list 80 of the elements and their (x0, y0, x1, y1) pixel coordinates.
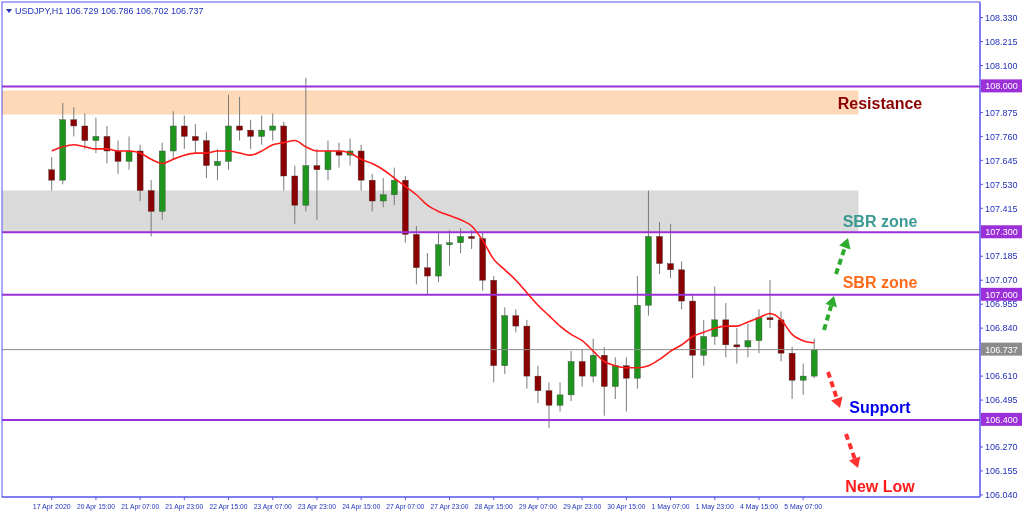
y-tick-label: 107.530 (985, 179, 1018, 190)
candlestick (269, 112, 276, 142)
y-tick-label: 107.070 (985, 275, 1018, 286)
ref-line-label: 106.400 (985, 414, 1018, 425)
chart-title: USDJPY,H1 106.729 106.786 106.702 106.737 (15, 6, 204, 16)
x-tick-label: 30 Apr 15:00 (607, 502, 653, 511)
candlestick (446, 229, 453, 267)
candlestick (700, 319, 707, 367)
y-tick-label: 106.610 (985, 371, 1018, 382)
x-tick-label: 22 Apr 15:00 (209, 502, 255, 511)
ref-line-label: 108.000 (985, 81, 1018, 92)
candlestick (368, 173, 376, 212)
candlestick (236, 96, 243, 142)
candlestick (181, 115, 188, 150)
x-tick-label: 21 Apr 23:00 (165, 502, 211, 511)
y-tick-label: 106.270 (985, 442, 1018, 453)
candlestick (799, 363, 807, 396)
y-tick-label: 107.415 (985, 203, 1018, 214)
ref-line-label: 106.737 (985, 344, 1018, 355)
y-tick-label: 107.185 (985, 251, 1018, 262)
candlestick (192, 123, 199, 154)
candlestick (48, 156, 55, 192)
candlestick (468, 229, 475, 250)
candlestick (313, 148, 321, 221)
x-tick-label: 5 May 07:00 (784, 502, 829, 511)
candlestick (755, 308, 763, 354)
candlestick (92, 117, 100, 154)
annotation: SBR zone (842, 273, 918, 291)
band-label: Resistance (837, 94, 923, 112)
x-tick-label: 29 Apr 23:00 (563, 502, 609, 511)
annotation: Support (849, 398, 912, 416)
y-tick-label: 106.495 (985, 395, 1018, 406)
candlestick (214, 148, 221, 181)
candlestick (114, 140, 122, 175)
y-tick-label: 106.955 (985, 299, 1018, 310)
x-tick-label: 27 Apr 07:00 (386, 502, 432, 511)
candlestick (70, 106, 78, 137)
candlestick (733, 327, 741, 365)
candlestick (335, 142, 343, 169)
y-tick-label: 107.645 (985, 155, 1018, 166)
y-tick-label: 108.330 (985, 12, 1018, 23)
candlestick (247, 119, 254, 150)
candlestick (744, 323, 752, 358)
y-tick-label: 108.100 (985, 60, 1018, 71)
y-tick-label: 106.040 (985, 490, 1018, 501)
candlestick (147, 179, 155, 237)
y-tick-label: 106.840 (985, 323, 1018, 334)
candlestick (125, 135, 133, 171)
x-tick-label: 27 Apr 23:00 (430, 502, 476, 511)
candlestick (711, 285, 718, 346)
text: New Low (845, 478, 916, 495)
candlestick (103, 125, 111, 164)
candlestick (766, 279, 774, 329)
candlestick (324, 140, 332, 181)
candlestick (612, 356, 619, 400)
x-tick-label: 1 May 23:00 (695, 502, 740, 511)
candlestick (512, 308, 520, 333)
y-tick-label: 108.215 (985, 36, 1018, 47)
band-label: SBR zone (842, 213, 918, 231)
candlestick (590, 338, 597, 383)
ref-line-label: 107.300 (985, 227, 1018, 238)
candlestick (380, 177, 387, 208)
candlestick (545, 381, 553, 429)
candlestick (258, 115, 265, 146)
y-tick-label: 106.155 (985, 466, 1018, 477)
candlestick (391, 167, 398, 206)
candlestick (424, 252, 431, 296)
x-tick-label: 1 May 07:00 (651, 502, 696, 511)
candlestick (457, 227, 464, 254)
candlestick (534, 365, 542, 404)
x-tick-label: 4 May 15:00 (739, 502, 785, 511)
ref-line-label: 107.000 (985, 289, 1018, 300)
y-tick-label: 107.875 (985, 107, 1018, 118)
candlestick (556, 381, 564, 413)
y-tick-label: 107.760 (985, 131, 1018, 142)
candlestick (667, 223, 674, 279)
candlestick (578, 348, 586, 388)
candlestick (623, 356, 630, 413)
candlestick (81, 112, 89, 150)
x-tick-label: 17 Apr 2020 (32, 502, 76, 511)
